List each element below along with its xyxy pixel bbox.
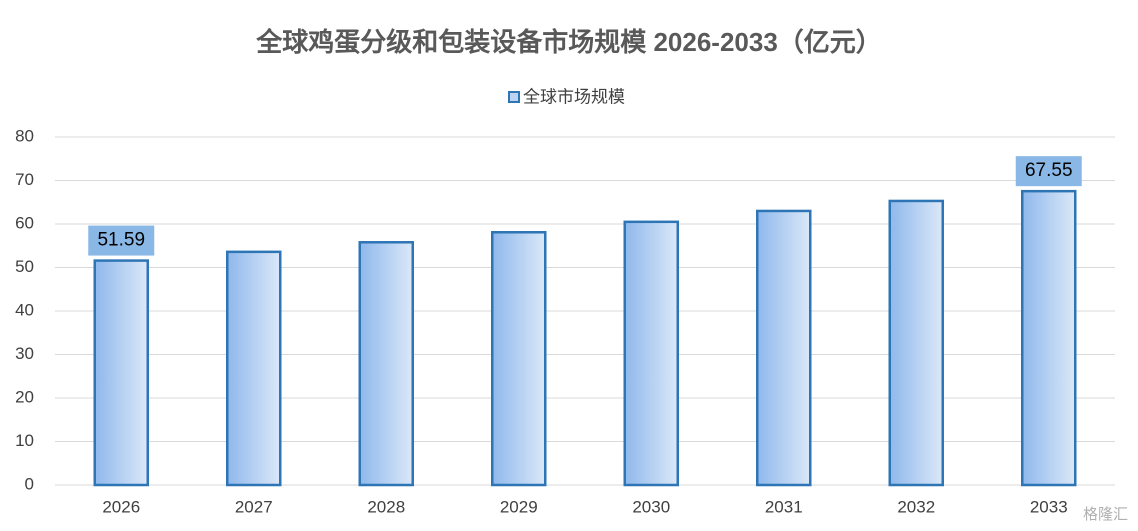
x-tick-label: 2030 bbox=[632, 497, 670, 516]
x-tick-label: 2027 bbox=[235, 497, 273, 516]
y-tick-label: 50 bbox=[15, 257, 34, 276]
data-label-box bbox=[88, 225, 155, 256]
bar bbox=[888, 199, 944, 487]
bar bbox=[1021, 189, 1077, 487]
bar bbox=[93, 259, 149, 487]
y-tick-label: 20 bbox=[15, 387, 34, 406]
y-tick-label: 80 bbox=[15, 126, 34, 145]
chart-title: 全球鸡蛋分级和包装设备市场规模 2026-2033（亿元） bbox=[255, 27, 882, 57]
watermark: 格隆汇 bbox=[1083, 506, 1128, 523]
y-tick-label: 70 bbox=[15, 170, 34, 189]
x-tick-label: 2028 bbox=[367, 497, 405, 516]
y-tick-label: 10 bbox=[15, 431, 34, 450]
y-tick-label: 60 bbox=[15, 213, 34, 232]
y-tick-label: 30 bbox=[15, 344, 34, 363]
bar bbox=[491, 231, 547, 487]
x-tick-label: 2031 bbox=[765, 497, 803, 516]
x-tick-label: 2033 bbox=[1030, 497, 1068, 516]
legend-label: 全球市场规模 bbox=[523, 87, 625, 106]
bar bbox=[756, 209, 812, 487]
data-label-box bbox=[1015, 156, 1082, 187]
x-tick-label: 2026 bbox=[102, 497, 140, 516]
data-label: 51.59 bbox=[97, 230, 145, 251]
y-tick-label: 0 bbox=[25, 474, 34, 493]
y-tick-label: 40 bbox=[15, 300, 34, 319]
bar bbox=[358, 241, 414, 487]
bar bbox=[623, 220, 679, 487]
data-label: 67.55 bbox=[1025, 160, 1073, 181]
x-tick-label: 2029 bbox=[500, 497, 538, 516]
legend-marker bbox=[508, 91, 520, 103]
bar bbox=[226, 250, 282, 487]
x-tick-label: 2032 bbox=[897, 497, 935, 516]
